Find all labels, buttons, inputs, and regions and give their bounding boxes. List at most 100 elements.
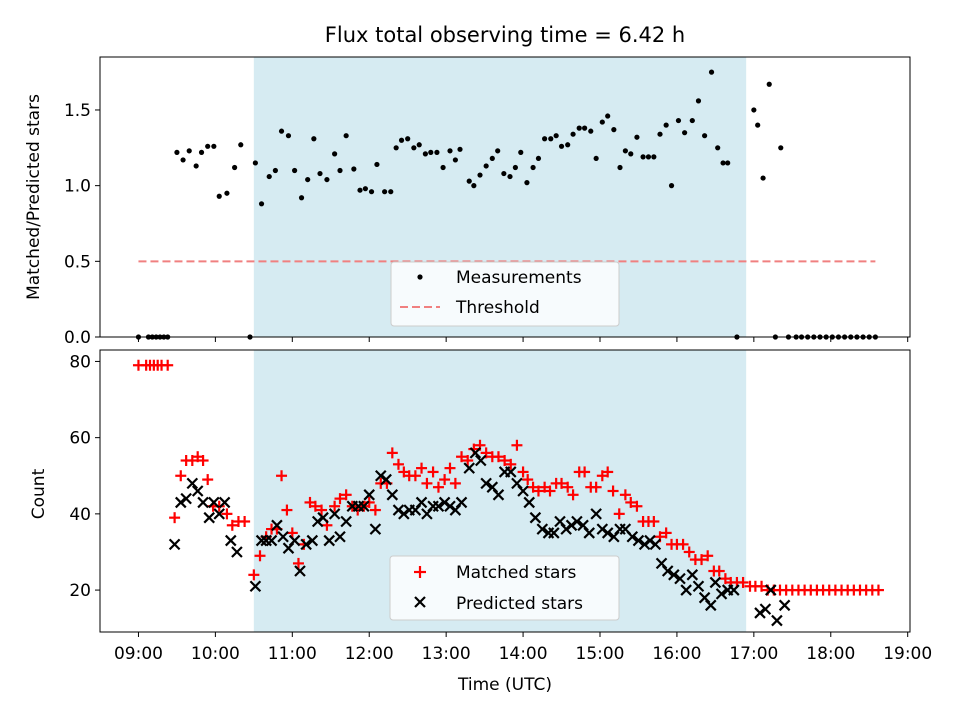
bottom-axes-frame	[99, 349, 911, 633]
measurement-point	[317, 170, 323, 177]
measurement-point	[702, 133, 708, 139]
matched-star-point	[562, 481, 574, 493]
measurement-point	[211, 143, 217, 149]
top-y-axis-label: Matched/Predicted stars	[24, 94, 44, 300]
matched-star-point	[522, 474, 534, 486]
predicted-star-point	[668, 569, 680, 581]
measurement-point	[398, 137, 405, 143]
measurement-point	[186, 148, 192, 154]
matched-star-point	[462, 455, 474, 467]
predicted-star-point	[728, 584, 740, 596]
matched-star-point	[532, 485, 544, 497]
predicted-star-point	[174, 496, 187, 509]
chart-title: Flux total observing time = 6.42 h	[325, 23, 685, 47]
matched-star-point	[439, 474, 451, 486]
predicted-star-point	[480, 477, 492, 490]
bottom-y-axis-label: Count	[29, 468, 49, 519]
predicted-star-point	[649, 538, 662, 551]
measurement-point	[760, 175, 766, 181]
x-tick-label: 19:00	[883, 644, 932, 664]
measurement-point	[766, 81, 772, 87]
matched-star-point	[567, 489, 579, 501]
measurement-point	[657, 131, 663, 137]
predicted-star-point	[626, 530, 639, 543]
matched-star-point	[248, 569, 260, 581]
predicted-star-point	[601, 527, 614, 539]
matched-star-point	[625, 496, 637, 508]
matched-star-point	[456, 451, 468, 463]
measurement-point	[495, 148, 501, 154]
measurement-point	[311, 136, 317, 142]
measurement-point	[198, 149, 205, 155]
measurement-point	[593, 155, 599, 162]
measurement-point	[535, 155, 542, 162]
measurement-point	[422, 151, 428, 157]
predicted-star-point	[392, 504, 405, 516]
matched-star-point	[613, 508, 625, 520]
matched-star-point	[162, 359, 174, 371]
measurement-point	[708, 69, 715, 75]
predicted-star-point	[596, 523, 609, 535]
legend-predicted-label: Predicted stars	[456, 594, 583, 614]
measurement-point	[645, 154, 652, 160]
predicted-star-point	[168, 538, 181, 551]
measurement-point	[599, 119, 605, 125]
measurement-point	[337, 167, 343, 174]
matched-star-point	[648, 515, 660, 527]
matched-star-point	[432, 481, 444, 493]
measurement-point	[252, 160, 258, 166]
matched-star-point	[276, 470, 288, 482]
measurement-point	[582, 125, 588, 131]
measurement-point	[174, 149, 180, 155]
measurement-point	[324, 176, 330, 183]
measurement-point	[452, 157, 458, 163]
x-tick-label: 12:00	[345, 644, 394, 664]
matched-star-point	[607, 485, 619, 497]
measurement-point	[553, 133, 559, 139]
measurement-point	[216, 193, 222, 199]
measurement-point	[477, 172, 483, 178]
predicted-star-point	[208, 496, 220, 509]
measurement-point	[634, 134, 640, 140]
x-tick-label: 15:00	[576, 644, 625, 664]
predicted-star-point	[590, 508, 602, 520]
predicted-star-point	[686, 569, 699, 581]
x-tick-label: 17:00	[729, 644, 778, 664]
x-tick-label: 10:00	[191, 644, 240, 664]
matched-star-point	[226, 519, 238, 531]
predicted-star-point	[644, 534, 656, 547]
measurement-point	[466, 178, 472, 184]
top-y-tick-label: 0.5	[64, 252, 91, 272]
predicted-star-point	[565, 519, 578, 532]
measurement-point	[332, 151, 338, 157]
matched-star-point	[427, 466, 439, 478]
matched-star-point	[340, 489, 352, 501]
predicted-star-point	[311, 515, 324, 528]
measurement-point	[258, 201, 265, 207]
matched-star-point	[499, 455, 511, 467]
matched-star-point	[239, 515, 251, 527]
measurement-point	[298, 195, 305, 201]
matched-star-point	[292, 557, 304, 569]
measurement-point	[272, 167, 278, 174]
measurement-point	[611, 127, 617, 133]
matched-star-point	[316, 504, 328, 516]
predicted-star-point	[300, 538, 312, 551]
predicted-star-point	[265, 534, 278, 547]
legend-measurements-label: Measurements	[456, 268, 582, 288]
measurement-point	[416, 142, 422, 148]
x-tick-label: 14:00	[499, 644, 548, 664]
measurement-point	[266, 173, 272, 180]
matched-star-point	[254, 550, 266, 562]
matched-star-point	[449, 477, 461, 489]
measurement-point	[238, 142, 244, 148]
measurement-point	[393, 145, 399, 151]
x-tick-label: 09:00	[114, 644, 163, 664]
matched-star-point	[221, 508, 233, 520]
matched-star-point	[363, 496, 375, 508]
matched-star-point	[286, 527, 298, 539]
predicted-star-point	[638, 538, 651, 551]
predicted-star-point	[754, 607, 766, 619]
matched-star-point	[702, 550, 714, 562]
predicted-star-point	[704, 599, 717, 612]
